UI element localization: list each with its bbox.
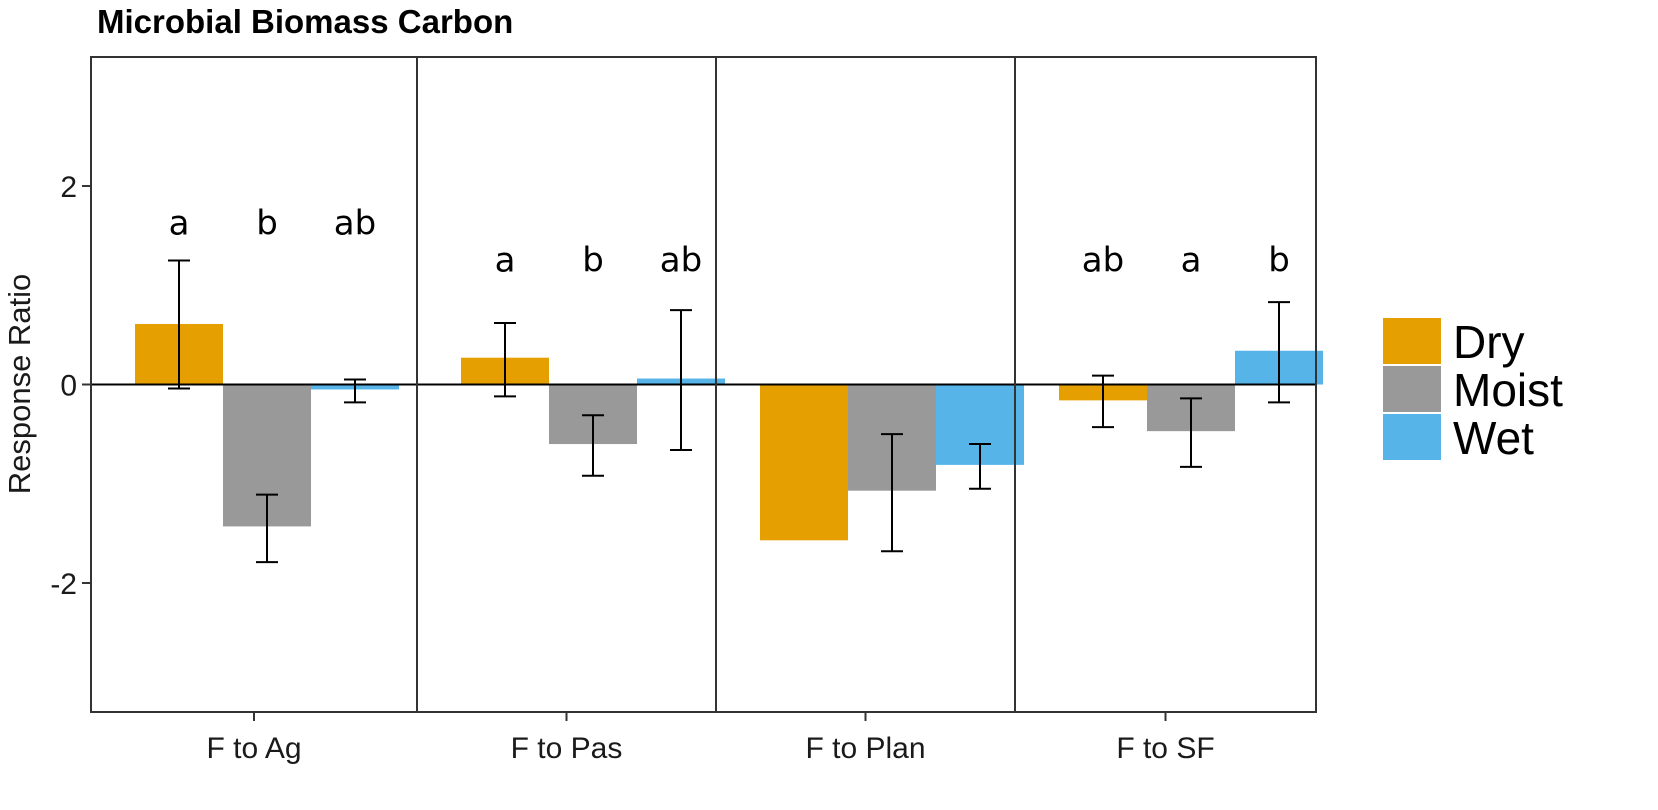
significance-label: b — [1268, 240, 1290, 280]
error-bar — [256, 493, 278, 564]
significance-label: ab — [660, 240, 702, 280]
error-bar — [969, 443, 991, 490]
significance-label: a — [169, 204, 190, 244]
legend-key — [1383, 318, 1441, 364]
significance-label: a — [1181, 240, 1202, 280]
error-bar — [670, 309, 692, 451]
error-bar — [1268, 301, 1290, 404]
y-tick-label: 0 — [60, 370, 77, 403]
significance-label: b — [256, 204, 278, 244]
x-tick-label: F to SF — [1116, 732, 1214, 765]
y-axis-title: Response Ratio — [2, 274, 37, 495]
bar — [760, 384, 848, 541]
facet-panel: a b abF to Pas — [416, 56, 725, 765]
legend-label: Wet — [1453, 412, 1534, 464]
significance-label: b — [582, 240, 604, 280]
legend-label: Moist — [1453, 364, 1563, 416]
x-tick-label: F to Pas — [511, 732, 623, 765]
significance-label: ab — [1082, 240, 1124, 280]
legend-label: Dry — [1453, 316, 1525, 368]
legend-key — [1383, 414, 1441, 460]
error-bar — [881, 433, 903, 553]
y-axis: 2 0 -2 — [50, 171, 91, 601]
error-bar — [1092, 374, 1114, 429]
x-tick-label: F to Ag — [206, 732, 301, 765]
legend-key — [1383, 366, 1441, 412]
error-bar — [1180, 397, 1202, 468]
significance-label: a — [495, 240, 516, 280]
chart-title: Microbial Biomass Carbon — [97, 3, 513, 40]
facet-panel: F to Plan — [715, 56, 1024, 765]
significance-label: ab — [334, 204, 376, 244]
y-tick-label: 2 — [60, 171, 77, 204]
x-tick-label: F to Plan — [805, 732, 925, 765]
error-bar — [168, 259, 190, 390]
facet-panel: a b abF to Ag — [90, 56, 418, 765]
facet-panel: ab a bF to SF — [1014, 56, 1323, 765]
y-tick-label: -2 — [50, 568, 77, 601]
error-bar — [582, 414, 604, 477]
error-bar — [344, 378, 366, 404]
